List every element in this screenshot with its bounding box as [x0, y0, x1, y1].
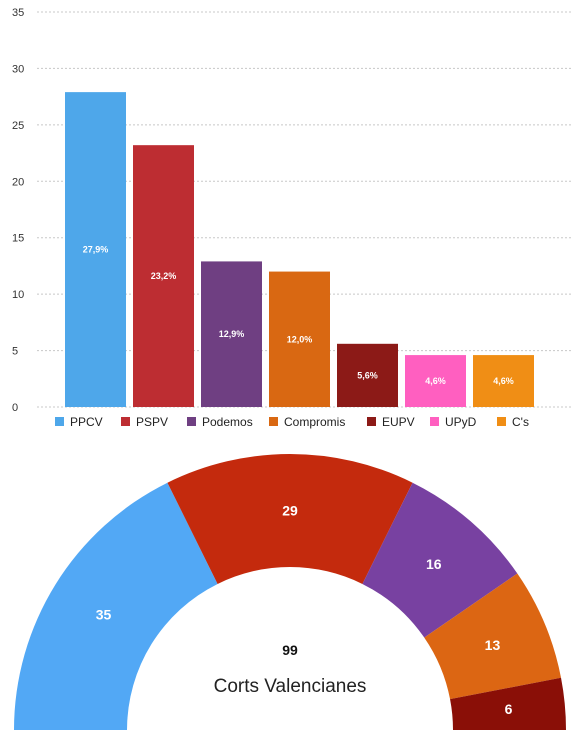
legend-swatch — [187, 417, 196, 426]
legend-label: Compromis — [284, 415, 345, 429]
legend-label: PSPV — [136, 415, 168, 429]
parliament-name: Corts Valencianes — [214, 676, 367, 697]
y-tick-label: 35 — [12, 7, 24, 19]
y-tick-label: 25 — [12, 120, 24, 132]
bar-data-label: 4,6% — [493, 376, 514, 386]
seat-segment-ppcv — [14, 482, 218, 730]
bar-data-label: 27,9% — [83, 245, 109, 255]
bar-compromis — [269, 271, 330, 407]
y-tick-label: 0 — [12, 402, 18, 414]
bar-data-label: 5,6% — [357, 370, 378, 380]
legend-label: Podemos — [202, 415, 253, 429]
seat-count-label: 35 — [96, 606, 112, 622]
legend-label: PPCV — [70, 415, 103, 429]
legend-swatch — [430, 417, 439, 426]
y-tick-label: 30 — [12, 63, 24, 75]
legend-swatch — [269, 417, 278, 426]
seat-count-label: 16 — [426, 556, 442, 572]
y-tick-label: 10 — [12, 289, 24, 301]
bar-chart-y-axis: 0 5 10 15 20 25 30 35 — [12, 7, 24, 414]
bar-ppcv — [65, 92, 126, 407]
bar-podemos — [201, 261, 262, 407]
seat-segment-eupv — [450, 677, 566, 730]
bar-chart-bars: 27,9% 23,2% 12,9% 12,0% 5,6% 4,6% 4,6% — [65, 92, 534, 407]
bar-chart-grid — [37, 11, 572, 408]
bar-eupv — [337, 343, 398, 407]
bar-cs — [473, 355, 534, 407]
bar-data-label: 12,0% — [287, 334, 313, 344]
parliament-total: 99 — [282, 642, 298, 658]
seat-segment-podemos — [362, 482, 518, 638]
seat-count-label: 29 — [282, 503, 298, 519]
bar-pspv — [133, 145, 194, 407]
bar-data-label: 23,2% — [151, 271, 177, 281]
legend-swatch — [497, 417, 506, 426]
seat-segment-pspv — [167, 454, 413, 584]
legend-swatch — [367, 417, 376, 426]
parliament-segments: 35 29 16 13 6 — [14, 454, 566, 730]
seat-count-label: 13 — [485, 637, 501, 653]
bar-data-label: 12,9% — [219, 329, 245, 339]
parliament-chart: 35 29 16 13 6 99 Corts Valencianes — [14, 454, 566, 730]
bar-data-label: 4,6% — [425, 376, 446, 386]
bar-upyd — [405, 355, 466, 407]
legend-label: UPyD — [445, 415, 477, 429]
y-tick-label: 5 — [12, 346, 18, 358]
bar-chart-legend: PPCV PSPV Podemos Compromis EUPV UPyD C's — [55, 415, 529, 429]
y-tick-label: 20 — [12, 176, 24, 188]
seat-segment-compromis — [424, 573, 562, 700]
legend-swatch — [55, 417, 64, 426]
legend-label: EUPV — [382, 415, 415, 429]
y-tick-label: 15 — [12, 233, 24, 245]
bar-chart: 0 5 10 15 20 25 30 35 27,9% 23,2% 12,9% 12,0% 5,6% 4… — [12, 7, 572, 429]
seat-count-label: 6 — [505, 701, 513, 717]
legend-label: C's — [512, 415, 529, 429]
legend-swatch — [121, 417, 130, 426]
